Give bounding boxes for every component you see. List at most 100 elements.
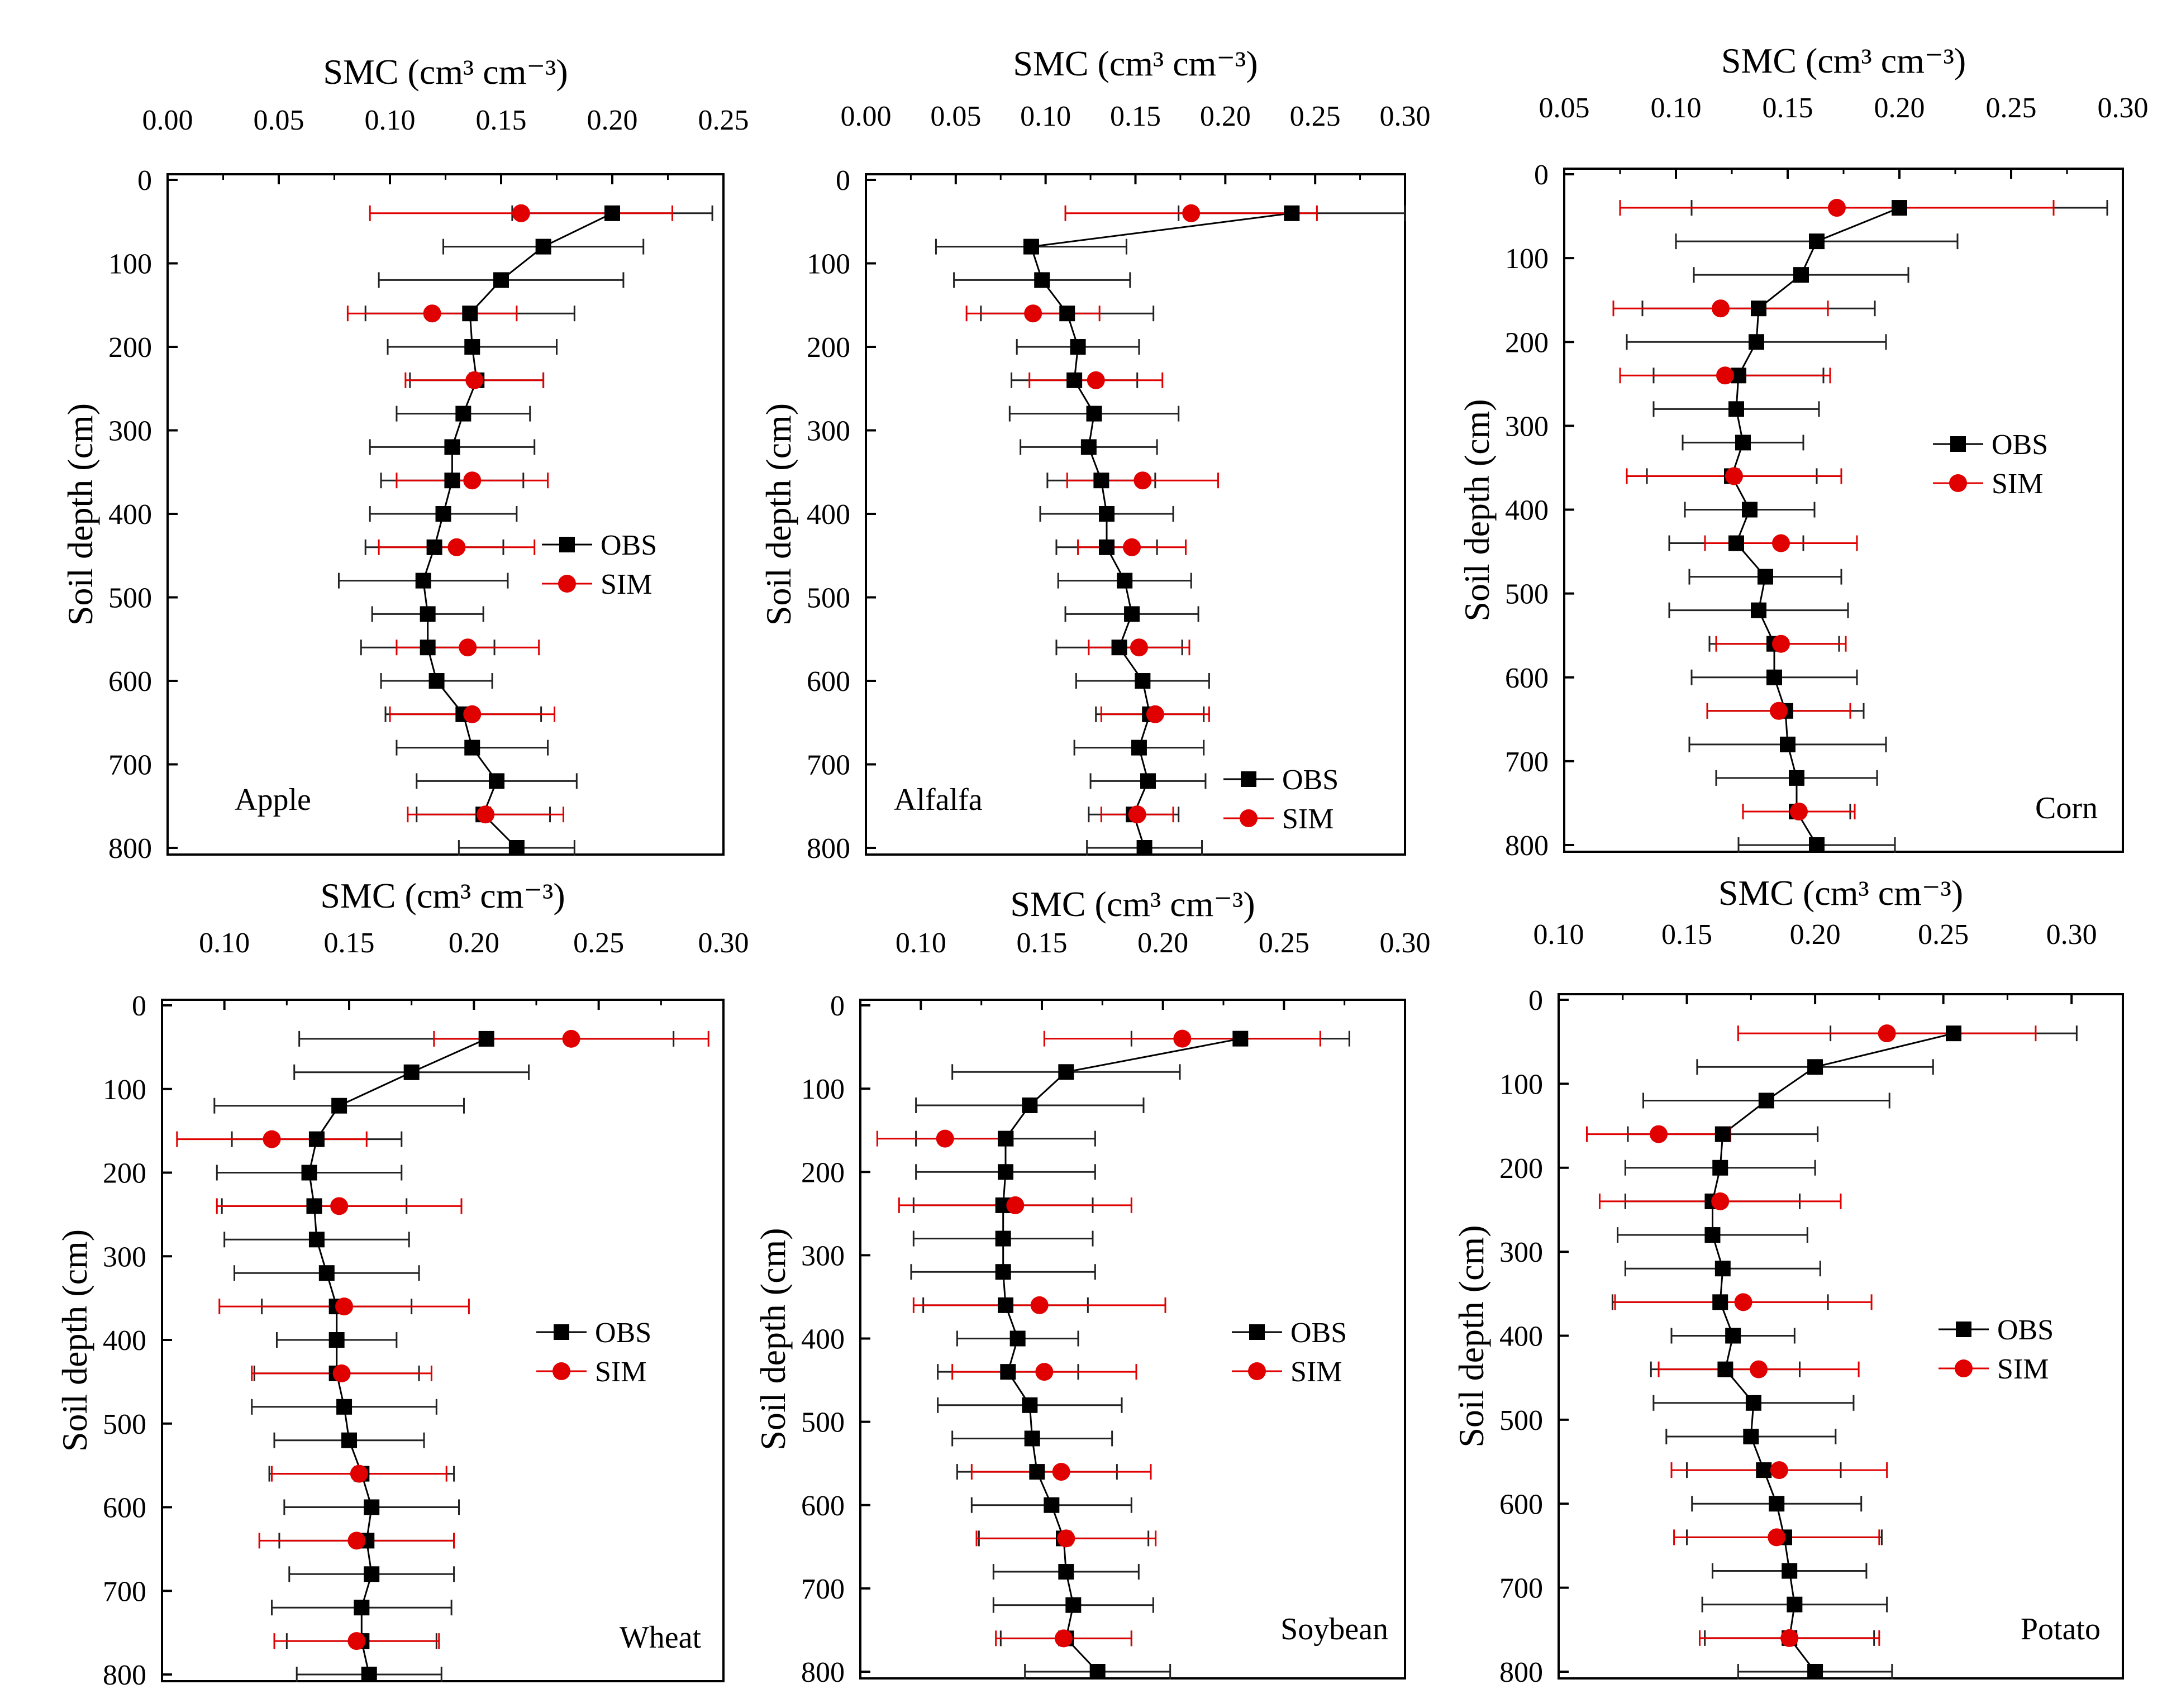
obs-point — [435, 506, 451, 522]
obs-point — [1745, 1395, 1761, 1411]
crop-label: Soybean — [1280, 1612, 1388, 1647]
sim-point — [1772, 534, 1790, 552]
obs-point — [1789, 770, 1804, 786]
obs-series-line — [308, 1038, 487, 1675]
crop-label: Corn — [2035, 791, 2098, 826]
obs-point — [1022, 1397, 1038, 1413]
obs-point — [1742, 502, 1758, 518]
sim-point — [1780, 1629, 1799, 1647]
sim-point — [1057, 1529, 1075, 1548]
legend-obs-label: OBS — [1997, 1314, 2054, 1346]
obs-point — [336, 1399, 353, 1415]
x-tick-label: 0.30 — [698, 927, 749, 959]
sim-point — [1790, 802, 1808, 820]
obs-point — [1782, 1563, 1798, 1579]
y-tick-label: 400 — [807, 499, 850, 531]
y-tick-label: 500 — [108, 583, 152, 614]
x-tick-label: 0.30 — [1380, 101, 1431, 132]
sim-point — [1770, 1461, 1788, 1480]
obs-point — [1009, 1330, 1026, 1347]
y-tick-label: 400 — [103, 1325, 146, 1357]
obs-point — [1111, 640, 1127, 656]
legend-obs-marker — [1241, 771, 1256, 787]
sim-point — [1750, 1360, 1768, 1378]
x-tick-label: 0.25 — [1918, 919, 1969, 951]
sim-point — [335, 1297, 354, 1316]
obs-point — [508, 840, 525, 856]
sim-point — [1130, 638, 1148, 657]
sim-point — [1087, 371, 1105, 389]
sim-point — [1123, 538, 1141, 556]
sim-point — [1828, 199, 1846, 217]
obs-point — [420, 606, 436, 622]
sim-point — [477, 805, 495, 824]
y-tick-label: 800 — [1499, 1657, 1543, 1688]
y-tick-label: 600 — [807, 666, 850, 698]
x-tick-label: 0.05 — [930, 101, 981, 132]
obs-point — [341, 1432, 357, 1448]
y-tick-label: 700 — [108, 750, 152, 781]
sim-point — [1055, 1629, 1073, 1648]
x-tick-label: 0.20 — [1790, 919, 1841, 951]
panel-alfalfa: SMC (cm³ cm⁻³) 0.00 0.05 0.10 0.15 0.20 0.25 0.… — [759, 44, 1431, 865]
sim-point — [1878, 1024, 1896, 1043]
obs-point — [1728, 535, 1744, 551]
x-tick-label: 0.10 — [896, 927, 946, 959]
obs-point — [1023, 238, 1039, 255]
legend: OBS SIM — [542, 529, 657, 600]
y-tick-label: 500 — [807, 583, 850, 614]
sim-point — [1772, 634, 1790, 653]
y-tick-label: 400 — [801, 1324, 845, 1356]
obs-point — [1093, 473, 1109, 489]
obs-point — [489, 773, 505, 789]
sim-point — [1711, 1192, 1730, 1210]
sim-point — [1768, 1528, 1786, 1547]
x-axis-title: SMC (cm³ cm⁻³) — [1010, 884, 1255, 924]
obs-point — [1809, 233, 1825, 250]
sim-point — [347, 1632, 366, 1650]
sim-point — [332, 1364, 351, 1382]
y-tick-label: 300 — [807, 416, 850, 447]
y-tick-label: 200 — [807, 332, 850, 364]
obs-point — [1769, 1496, 1785, 1512]
sim-point — [936, 1129, 954, 1148]
legend-obs-marker — [1249, 1324, 1265, 1340]
y-tick-label: 100 — [103, 1074, 146, 1106]
legend-sim-label: SIM — [1290, 1356, 1342, 1388]
sim-point — [1052, 1463, 1070, 1481]
obs-point — [1135, 673, 1151, 689]
sim-point — [1770, 702, 1788, 720]
sim-point — [459, 638, 477, 657]
x-axis-title: SMC (cm³ cm⁻³) — [1013, 44, 1258, 83]
y-tick-label: 500 — [801, 1407, 845, 1439]
x-tick-label: 0.30 — [1380, 927, 1431, 959]
obs-point — [308, 1232, 325, 1248]
legend-sim-label: SIM — [1997, 1353, 2049, 1385]
sim-point — [1133, 471, 1152, 490]
sim-point — [1712, 299, 1730, 318]
obs-point — [354, 1600, 370, 1616]
obs-point — [998, 1130, 1013, 1147]
crop-label: Potato — [2021, 1612, 2101, 1647]
y-tick-label: 0 — [1528, 985, 1543, 1017]
y-tick-label: 800 — [1505, 830, 1549, 862]
crop-label: Alfalfa — [894, 783, 983, 817]
sim-point — [1030, 1296, 1049, 1314]
y-tick-label: 100 — [1499, 1068, 1543, 1100]
legend: OBS SIM — [536, 1317, 651, 1388]
legend-sim-marker — [1955, 1359, 1973, 1377]
obs-point — [1735, 435, 1751, 451]
sim-point — [1024, 304, 1042, 323]
obs-point — [1751, 300, 1766, 317]
sim-point — [1006, 1196, 1025, 1214]
obs-point — [1793, 267, 1809, 283]
obs-point — [415, 572, 431, 589]
legend-sim-marker — [1248, 1362, 1266, 1380]
y-tick-label: 500 — [1505, 579, 1549, 610]
x-tick-label: 0.05 — [254, 104, 304, 136]
legend-obs-marker — [1956, 1321, 1971, 1337]
legend-sim-label: SIM — [1992, 468, 2043, 500]
x-tick-label: 0.20 — [587, 104, 638, 136]
panel-apple: SMC (cm³ cm⁻³) 0.00 0.05 0.10 0.15 0.20 0.25 0 1… — [60, 52, 749, 865]
x-tick-label: 0.10 — [1533, 919, 1584, 951]
